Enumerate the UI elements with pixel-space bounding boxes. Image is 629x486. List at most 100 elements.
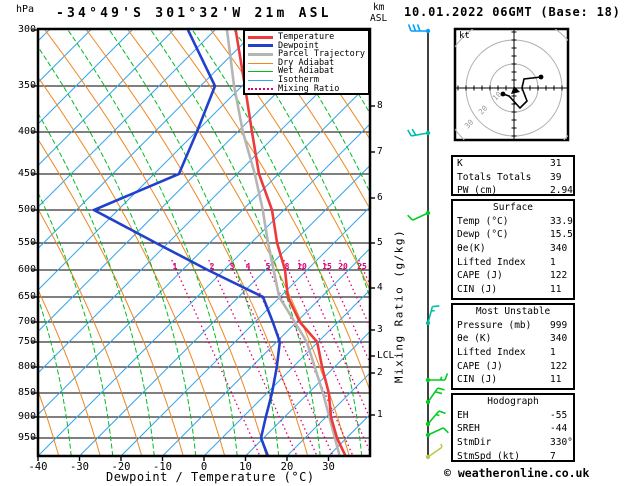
stat-value: 340 <box>550 243 568 255</box>
mixing-ratio-value-label: 8 <box>284 261 290 271</box>
temp-tick-label: 20 <box>280 461 294 473</box>
legend-row: Isotherm <box>248 76 368 85</box>
stat-row: SREH -44 <box>453 422 573 436</box>
mixing-ratio-value-label: 25 <box>357 261 367 271</box>
stat-row: CIN (J) 11 <box>453 373 573 387</box>
mixing-ratio-value-label: 5 <box>265 261 271 271</box>
mixing-ratio-value-label: 4 <box>245 261 251 271</box>
legend-label: Mixing Ratio <box>278 83 340 94</box>
legend-label: Wet Adiabat <box>278 66 335 77</box>
wind-barb <box>407 128 431 137</box>
hodograph-trace <box>502 76 542 110</box>
pressure-tick-label: 600 <box>17 263 36 275</box>
parcel_trajectory-trace <box>225 30 341 456</box>
stat-row: EH -55 <box>453 409 573 423</box>
legend-label: Parcel Trajectory <box>278 49 365 60</box>
copyright-label: © weatheronline.co.uk <box>444 466 590 480</box>
pressure-tick-label: 300 <box>17 23 36 35</box>
pressure-tick-label: 750 <box>17 335 36 347</box>
temp-tick-label: -10 <box>153 461 172 473</box>
pressure-unit-label: hPa <box>16 4 35 15</box>
stat-label: Lifted Index <box>457 256 526 268</box>
surface-panel: Surface Temp (°C) 33.9 Dewp (°C) 15.5 θe(K) 34… <box>451 199 575 300</box>
pressure-tick-label: 350 <box>17 79 36 91</box>
wind-barb <box>425 305 440 326</box>
legend-row: Mixing Ratio <box>248 83 368 94</box>
mixing-ratio-value-label: 2 <box>209 261 215 271</box>
legend-solid-swatch <box>248 44 273 48</box>
legend-label: Dry Adiabat <box>278 57 335 68</box>
storm-motion-arrow <box>511 86 520 94</box>
dewpoint-trace <box>90 30 282 456</box>
stat-label: PW (cm) <box>457 185 498 197</box>
mixing-ratio-value-label: 10 <box>297 261 307 271</box>
stat-row: Dewp (°C) 15.5 <box>453 228 573 242</box>
legend-row: Dewpoint <box>248 40 368 51</box>
mixing-ratio-value-label: 20 <box>338 261 348 271</box>
stat-label: Pressure (mb) <box>457 319 532 331</box>
temp-tick-label: -30 <box>70 461 89 473</box>
stat-label: SREH <box>457 423 480 435</box>
most-unstable-panel: Most Unstable Pressure (mb) 999 θe (K) 340 Li… <box>451 303 575 390</box>
legend-solid-swatch <box>248 79 273 81</box>
stat-label: Lifted Index <box>457 347 526 359</box>
legend-label: Isotherm <box>278 74 319 85</box>
temp-tick-label: 0 <box>200 461 208 473</box>
wind-barb <box>425 387 445 405</box>
stat-row: Pressure (mb) 999 <box>453 319 573 333</box>
pressure-tick-label: 650 <box>17 290 36 302</box>
pressure-tick-label: 850 <box>17 386 36 398</box>
km-tick-label: 7 <box>377 146 383 157</box>
temp-tick-label: 10 <box>239 461 252 473</box>
stat-row: θe(K) 340 <box>453 242 573 256</box>
legend-row: Parcel Trajectory <box>248 50 368 59</box>
legend-solid-swatch <box>248 52 273 56</box>
legend-label: Dewpoint <box>278 40 319 51</box>
pressure-tick-label: 500 <box>17 203 36 215</box>
km-tick-label: 8 <box>377 100 383 111</box>
asl-label: ASL <box>370 13 388 24</box>
stat-row: K 31 <box>453 157 573 171</box>
hodograph <box>453 27 570 142</box>
stat-value: 122 <box>550 360 568 372</box>
pressure-tick-label: 550 <box>17 236 36 248</box>
stat-label: CAPE (J) <box>457 270 503 282</box>
stat-label: CIN (J) <box>457 284 498 296</box>
stat-label: EH <box>457 409 469 421</box>
wind-barb <box>425 443 443 460</box>
stat-value: 39 <box>550 171 562 183</box>
stat-value: 11 <box>550 374 562 386</box>
stat-value: 2.94 <box>550 185 573 197</box>
km-tick-label: 1 <box>377 409 383 420</box>
pressure-tick-label: 800 <box>17 360 36 372</box>
pressure-tick-label: 400 <box>17 125 36 137</box>
stat-row: Temp (°C) 33.9 <box>453 215 573 229</box>
mixing-ratio-value-label: 15 <box>322 261 332 271</box>
stat-label: Temp (°C) <box>457 215 509 227</box>
stat-value: 340 <box>550 333 568 345</box>
hodograph-stats-panel: Hodograph EH -55 SREH -44 StmDir 330° StmSpd (k… <box>451 393 575 462</box>
stat-label: StmDir <box>457 437 492 449</box>
sounding-traces <box>90 30 347 456</box>
pressure-tick-label: 700 <box>17 315 36 327</box>
km-tick-label: 6 <box>377 192 383 203</box>
km-tick-label: 4 <box>377 282 383 293</box>
wind-barb <box>425 410 446 427</box>
stat-label: StmSpd (kt) <box>457 450 520 462</box>
stat-row: PW (cm) 2.94 <box>453 184 573 198</box>
stat-value: 31 <box>550 158 562 169</box>
stat-row: CAPE (J) 122 <box>453 269 573 283</box>
stat-row: CIN (J) 11 <box>453 283 573 297</box>
stat-value: 11 <box>550 284 562 296</box>
legend-solid-swatch <box>248 35 273 39</box>
indices-panel: K 31 Totals Totals 39 PW (cm) 2.94 <box>451 155 575 196</box>
wind-barb-column <box>407 24 449 460</box>
datetime-label: 10.01.2022 06GMT (Base: 18) <box>404 5 621 19</box>
legend-label: Temperature <box>278 32 335 42</box>
wind-barb <box>425 427 449 438</box>
stat-row: θe (K) 340 <box>453 332 573 346</box>
stat-label: θe (K) <box>457 333 492 345</box>
stat-value: 33.9 <box>550 215 573 227</box>
stat-row: StmSpd (kt) 7 <box>453 450 573 464</box>
